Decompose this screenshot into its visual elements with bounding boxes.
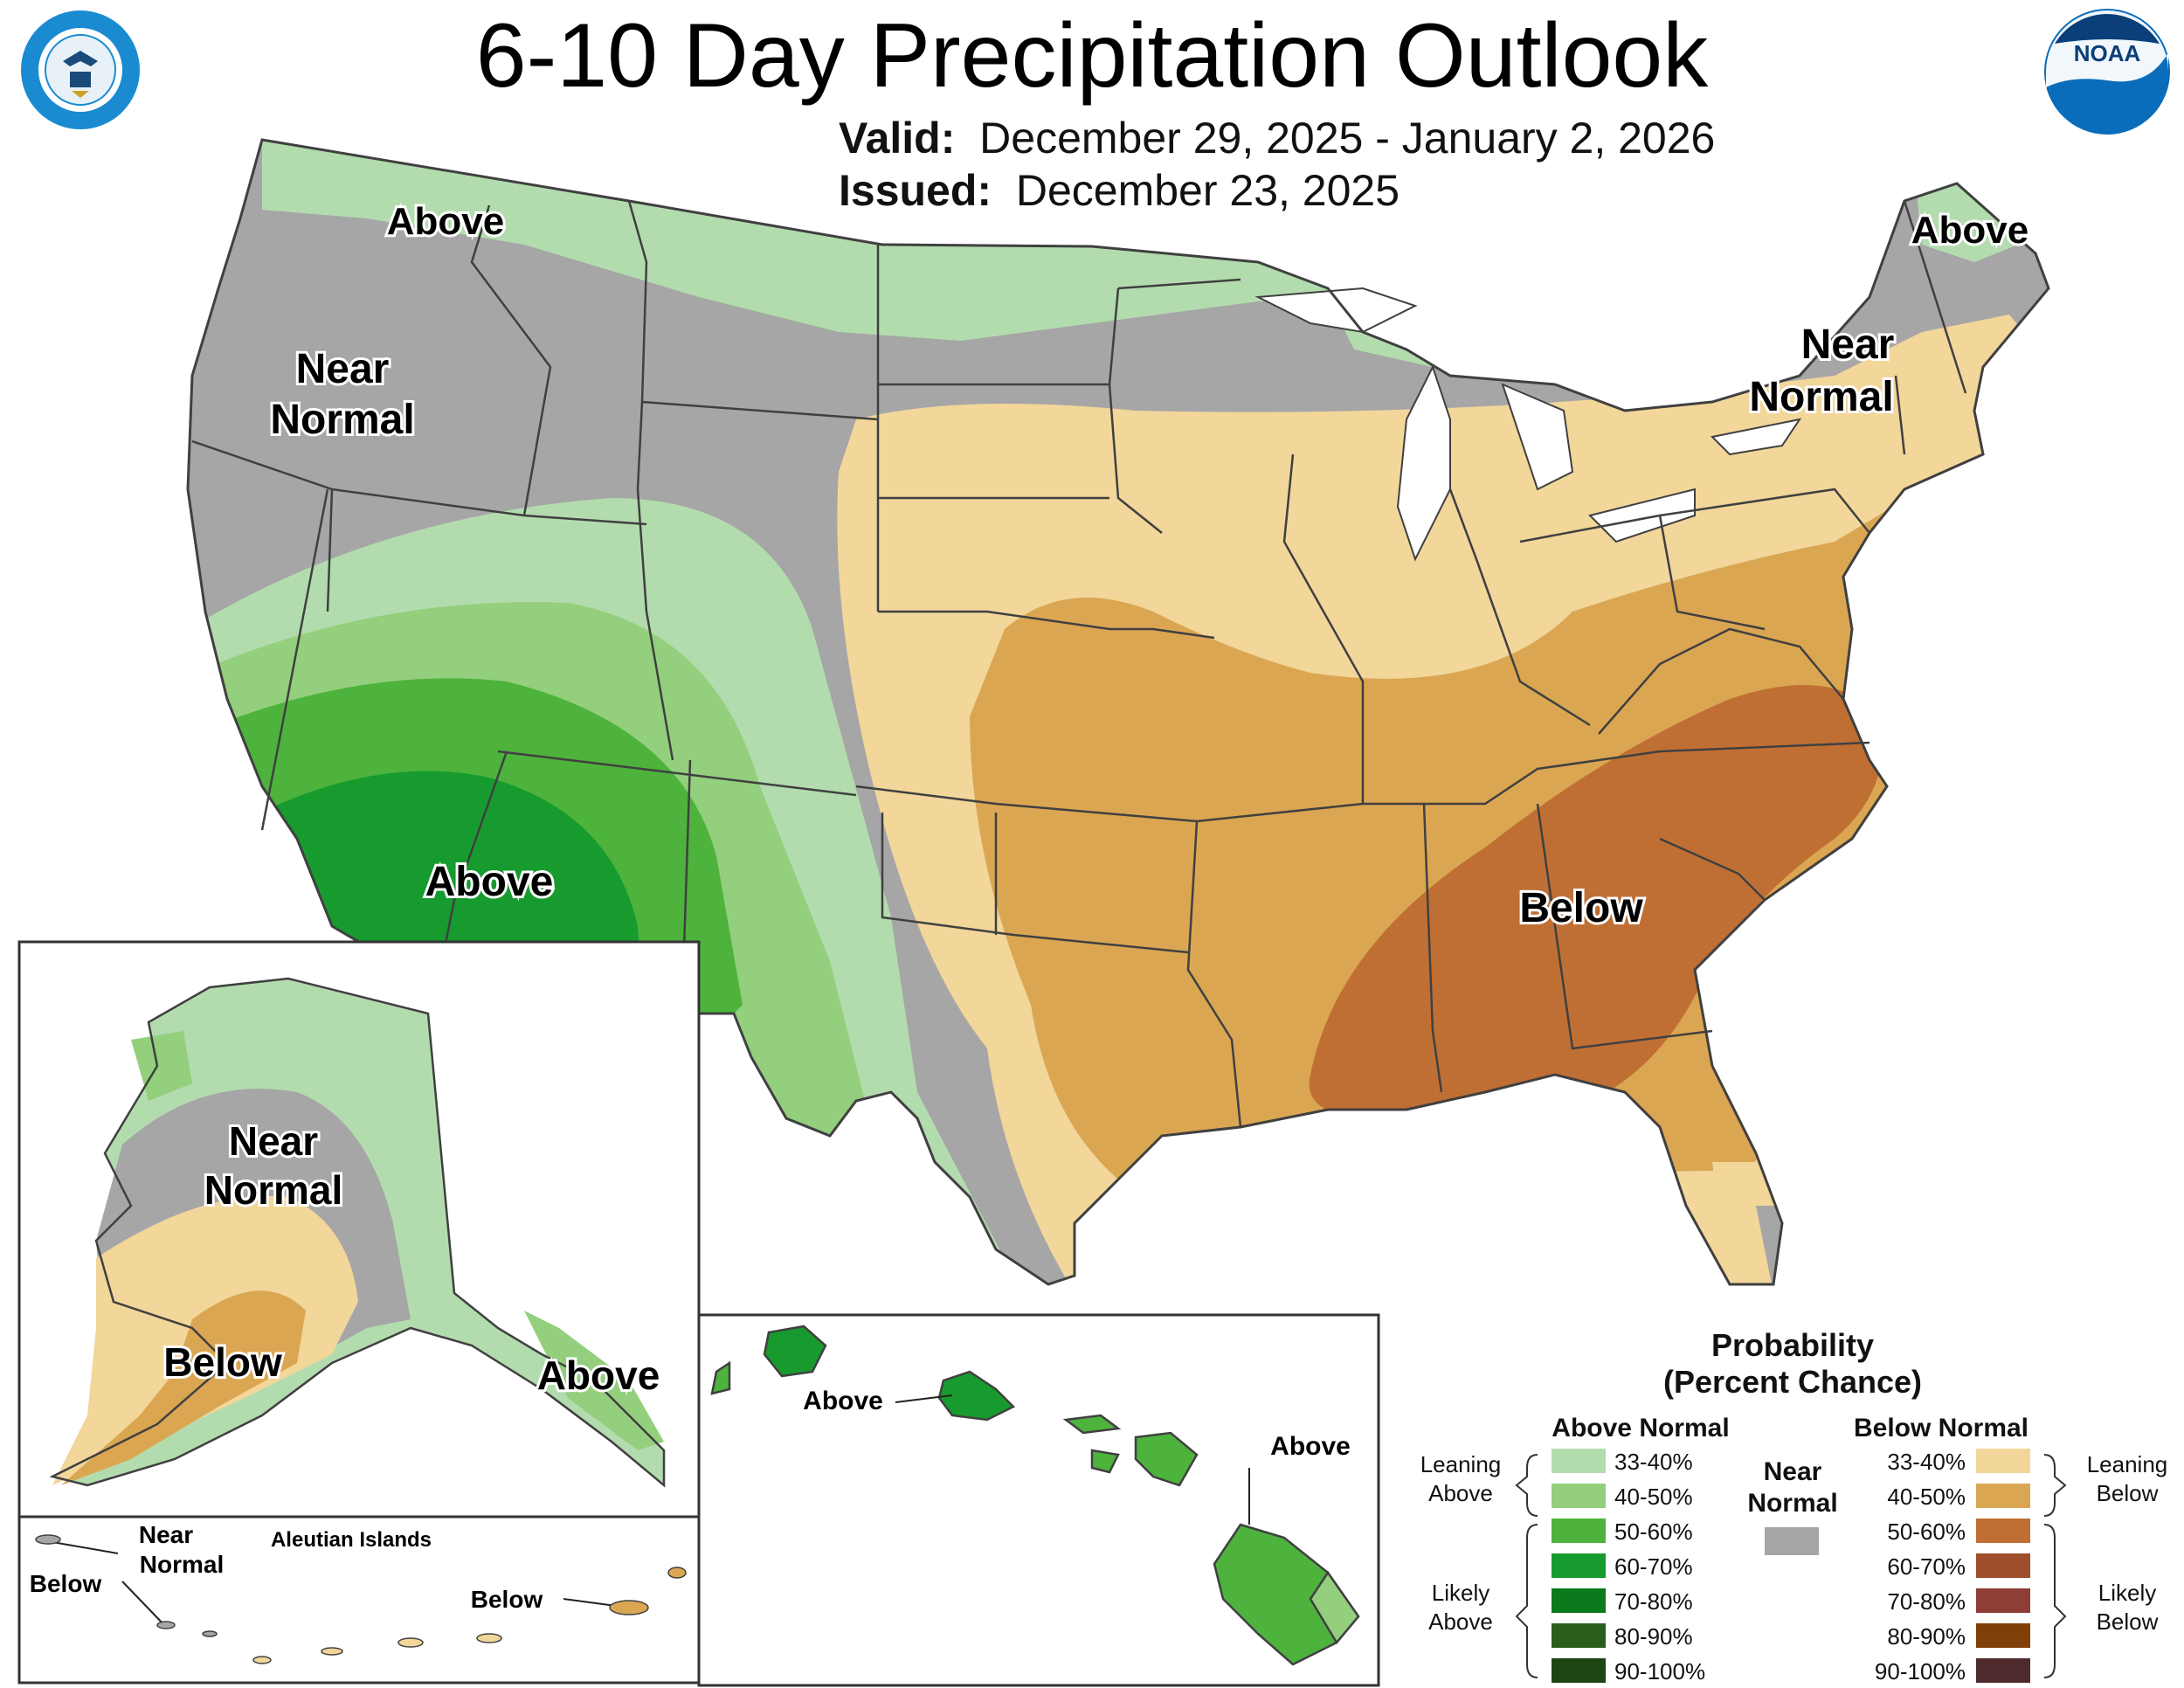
label-ne-above: Above bbox=[1911, 209, 2028, 252]
aleutian-islands bbox=[35, 1534, 687, 1664]
legend-above-range: 90-100% bbox=[1614, 1658, 1705, 1685]
legend-title-2: (Percent Chance) bbox=[1663, 1364, 1922, 1400]
label-sw-above: Above bbox=[425, 859, 554, 905]
legend-below-swatch bbox=[1976, 1588, 2030, 1613]
legend-leaning-below-2: Below bbox=[2097, 1480, 2159, 1506]
legend-below-range: 80-90% bbox=[1887, 1623, 1966, 1650]
oahu bbox=[937, 1370, 1016, 1422]
noaa-logo-text: NOAA bbox=[2074, 40, 2141, 66]
legend-near-1: Near bbox=[1764, 1457, 1822, 1486]
legend-leaning-above-1: Leaning bbox=[1420, 1451, 1502, 1477]
legend-below-swatch bbox=[1976, 1484, 2030, 1508]
alaska-below-40 bbox=[61, 1290, 306, 1485]
legend-likely-above-2: Above bbox=[1428, 1608, 1493, 1635]
hawaii-above-west: Above bbox=[803, 1387, 883, 1415]
below-50-area bbox=[1309, 685, 1883, 1125]
issued-label: Issued: bbox=[839, 166, 992, 215]
legend-likely-below-1: Likely bbox=[2098, 1580, 2156, 1606]
label-ne-near-2: Normal bbox=[1749, 374, 1893, 420]
doc-seal-logo bbox=[17, 7, 143, 133]
great-lakes bbox=[1254, 287, 1802, 562]
legend-below-range: 50-60% bbox=[1887, 1519, 1966, 1545]
maui bbox=[1134, 1431, 1199, 1487]
aleutian-title: Aleutian Islands bbox=[271, 1528, 432, 1552]
legend-above-swatch bbox=[1552, 1623, 1606, 1648]
label-ne-near-1: Near bbox=[1801, 322, 1895, 368]
legend-below-swatch bbox=[1976, 1553, 2030, 1578]
legend-rows: 33-40% 33-40% 40-50% 40-50% 50-60% 50-60% 60-7… bbox=[1552, 1449, 2030, 1685]
aleutian-below-west: Below bbox=[30, 1570, 102, 1597]
label-ak-near-1: Near bbox=[229, 1118, 318, 1164]
valid-value: December 29, 2025 - January 2, 2026 bbox=[979, 114, 1716, 163]
legend-below-swatch bbox=[1976, 1658, 2030, 1683]
legend-near-swatch bbox=[1765, 1527, 1819, 1555]
niihau bbox=[710, 1360, 731, 1395]
legend-likely-above-1: Likely bbox=[1432, 1580, 1489, 1606]
label-se-below: Below bbox=[1519, 885, 1643, 931]
legend-above-swatch bbox=[1552, 1484, 1606, 1508]
label-ak-near-2: Normal bbox=[204, 1167, 342, 1213]
legend-above-swatch bbox=[1552, 1449, 1606, 1473]
map-title: 6-10 Day Precipitation Outlook bbox=[475, 5, 1709, 107]
label-ak-below: Below bbox=[163, 1339, 282, 1385]
aleutian-frame bbox=[17, 1515, 701, 1685]
legend-above-range: 60-70% bbox=[1614, 1553, 1693, 1580]
legend-below-swatch bbox=[1976, 1519, 2030, 1543]
legend-above-header: Above Normal bbox=[1552, 1414, 1729, 1442]
legend-below-range: 40-50% bbox=[1887, 1484, 1966, 1510]
kauai bbox=[763, 1325, 827, 1378]
legend-above-swatch bbox=[1552, 1658, 1606, 1683]
aleutian-near-1: Near bbox=[139, 1521, 193, 1548]
label-ak-above: Above bbox=[537, 1352, 660, 1398]
label-west-near-2: Normal bbox=[270, 397, 414, 443]
aleutian-below-east: Below bbox=[471, 1586, 543, 1613]
legend-above-swatch bbox=[1552, 1519, 1606, 1543]
valid-dates: Valid: December 29, 2025 - January 2, 20… bbox=[839, 112, 1715, 164]
aleutian-near-2: Normal bbox=[140, 1551, 224, 1578]
label-pnw-above: Above bbox=[387, 200, 504, 243]
legend-above-range: 70-80% bbox=[1614, 1588, 1693, 1615]
legend-below-range: 90-100% bbox=[1875, 1658, 1966, 1685]
label-west-near-1: Near bbox=[296, 346, 390, 392]
legend-below-swatch bbox=[1976, 1449, 2030, 1473]
hawaii-big-island bbox=[1213, 1523, 1360, 1666]
issued-value: December 23, 2025 bbox=[1015, 166, 1400, 215]
molokai bbox=[1062, 1414, 1122, 1435]
hawaii-above-east: Above bbox=[1270, 1432, 1351, 1461]
hawaii-inset: Above Above bbox=[697, 1313, 1380, 1687]
lanai bbox=[1090, 1449, 1120, 1474]
hawaii-leader-west bbox=[895, 1394, 953, 1403]
issued-date: Issued: December 23, 2025 bbox=[839, 164, 1400, 217]
aleutian-inset: Aleutian Islands Near Normal Below Below bbox=[17, 1515, 701, 1685]
legend: Probability (Percent Chance) Above Norma… bbox=[1420, 1327, 2168, 1685]
legend-above-range: 80-90% bbox=[1614, 1623, 1693, 1650]
legend-leaning-below-1: Leaning bbox=[2087, 1451, 2168, 1477]
legend-below-range: 33-40% bbox=[1887, 1449, 1966, 1475]
legend-below-header: Below Normal bbox=[1854, 1414, 2028, 1442]
legend-leaning-above-2: Above bbox=[1428, 1480, 1493, 1506]
legend-above-swatch bbox=[1552, 1553, 1606, 1578]
legend-braces bbox=[1515, 1454, 2067, 1678]
legend-above-range: 33-40% bbox=[1614, 1449, 1693, 1475]
hawaii-islands bbox=[710, 1325, 1360, 1666]
legend-above-range: 50-60% bbox=[1614, 1519, 1693, 1545]
valid-label: Valid: bbox=[839, 114, 956, 163]
legend-title-1: Probability bbox=[1711, 1327, 1874, 1363]
legend-likely-below-2: Below bbox=[2097, 1608, 2159, 1635]
alaska-outline bbox=[49, 977, 666, 1488]
legend-above-swatch bbox=[1552, 1588, 1606, 1613]
legend-near-2: Normal bbox=[1747, 1489, 1837, 1518]
noaa-logo: NOAA bbox=[2044, 9, 2170, 135]
legend-below-range: 70-80% bbox=[1887, 1588, 1966, 1615]
legend-below-swatch bbox=[1976, 1623, 2030, 1648]
legend-above-range: 40-50% bbox=[1614, 1484, 1693, 1510]
legend-below-range: 60-70% bbox=[1887, 1553, 1966, 1580]
alaska-inset: Near Normal Below Above bbox=[17, 940, 701, 1519]
hawaii-east-above-40 bbox=[1309, 1570, 1360, 1645]
